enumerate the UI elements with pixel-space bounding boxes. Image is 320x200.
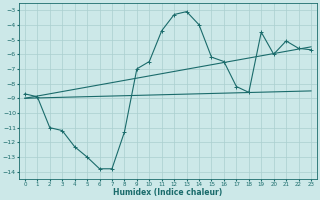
X-axis label: Humidex (Indice chaleur): Humidex (Indice chaleur) [113, 188, 223, 197]
